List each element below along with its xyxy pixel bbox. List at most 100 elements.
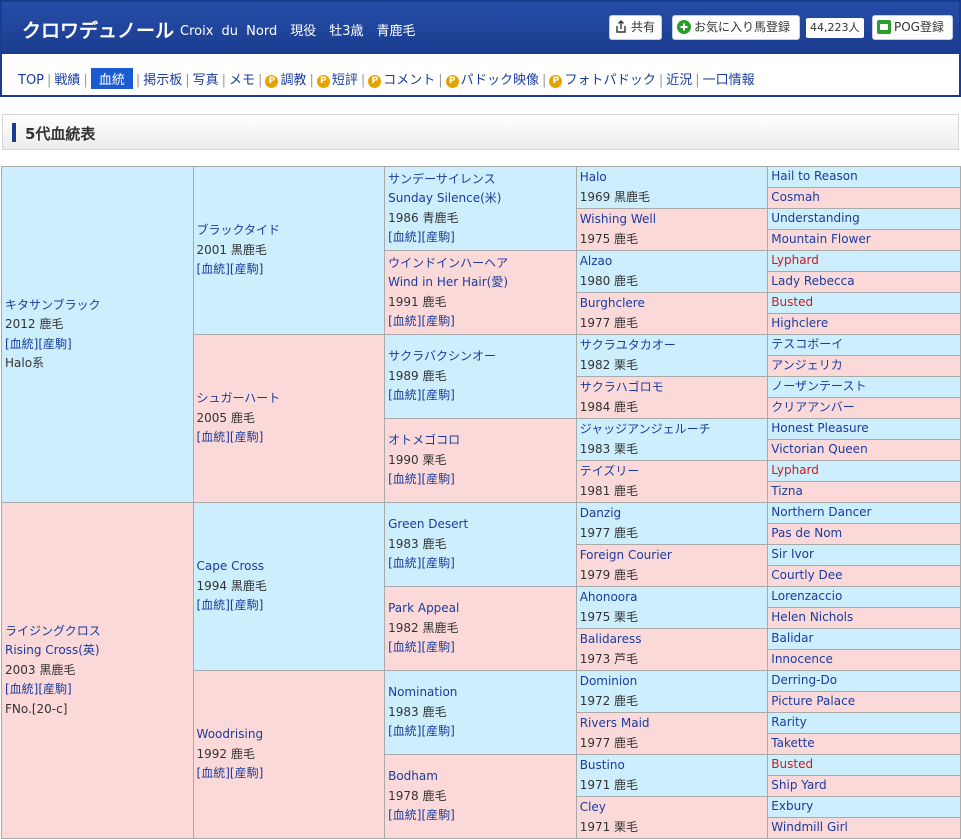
pedigree-cell-gen5: Exbury	[767, 796, 961, 818]
favorite-button[interactable]: お気に入り馬登録	[672, 15, 800, 40]
nav-item[interactable]: P フォトパドック	[549, 69, 656, 88]
horse-link[interactable]: Honest Pleasure	[771, 421, 869, 436]
horse-link[interactable]: Takette	[771, 736, 815, 751]
horse-link[interactable]: Rarity	[771, 715, 807, 730]
horse-link[interactable]: Tizna	[771, 484, 803, 499]
horse-link[interactable]: サクラハゴロモ	[579, 380, 664, 394]
nav-item[interactable]: 一口情報	[703, 69, 755, 88]
nav-item[interactable]: TOP	[18, 73, 44, 88]
pedigree-links[interactable]: [血統][産駒]	[388, 314, 455, 328]
pedigree-links[interactable]: [血統][産駒]	[388, 640, 455, 655]
horse-link[interactable]: Lyphard	[771, 463, 819, 478]
horse-link[interactable]: Wishing Well	[579, 212, 657, 226]
horse-link[interactable]: Halo	[579, 170, 607, 184]
horse-link[interactable]: ジャッジアンジェルーチ	[579, 422, 711, 436]
horse-link[interactable]: Hail to Reason	[771, 169, 858, 184]
nav-item[interactable]: 近況	[666, 69, 692, 88]
pedigree-links[interactable]: [血統][産駒]	[5, 336, 72, 351]
pedigree-links[interactable]: [血統][産駒]	[5, 682, 72, 697]
horse-link[interactable]: Green Desert	[388, 517, 469, 532]
horse-link[interactable]: Lorenzaccio	[771, 589, 843, 604]
horse-link[interactable]: サクラバクシンオー	[388, 349, 496, 364]
horse-link[interactable]: Cley	[579, 800, 606, 814]
horse-link[interactable]: Balidaress	[579, 632, 642, 646]
horse-link[interactable]: Woodrising	[196, 727, 264, 742]
horse-link[interactable]: Nomination	[388, 685, 458, 700]
horse-link[interactable]: Understanding	[771, 211, 860, 226]
horse-link[interactable]: アンジェリカ	[771, 358, 843, 373]
pedigree-links[interactable]: [血統][産駒]	[388, 724, 455, 739]
horse-link[interactable]: ライジングクロス	[5, 623, 101, 638]
horse-link[interactable]: Cape Cross	[196, 559, 264, 574]
pedigree-links[interactable]: [血統][産駒]	[388, 388, 455, 403]
horse-link[interactable]: Derring-Do	[771, 673, 838, 688]
horse-link[interactable]: ブラックタイド	[196, 223, 281, 238]
nav-item[interactable]: P 調教	[265, 69, 306, 88]
pedigree-links[interactable]: [血統][産駒]	[388, 556, 455, 571]
horse-link[interactable]: Windmill Girl	[771, 820, 848, 835]
horse-eng-name[interactable]: Sunday Silence(米)	[388, 191, 502, 205]
nav-item[interactable]: 写真	[193, 69, 219, 88]
horse-link[interactable]: オトメゴコロ	[388, 433, 461, 448]
nav-item[interactable]: P コメント	[368, 69, 435, 88]
pedigree-links[interactable]: [血統][産駒]	[196, 598, 264, 613]
horse-link[interactable]: Danzig	[579, 506, 622, 520]
horse-eng-name[interactable]: Wind in Her Hair(愛)	[388, 275, 508, 289]
pedigree-cell-gen4: Ahonoora 1975 栗毛	[575, 586, 769, 629]
horse-info: 1977 鹿毛	[579, 735, 639, 750]
horse-link[interactable]: Ship Yard	[771, 778, 827, 793]
nav-item[interactable]: 掲示板	[143, 69, 182, 88]
horse-link[interactable]: Courtly Dee	[771, 568, 843, 583]
horse-link[interactable]: Bodham	[388, 769, 438, 784]
horse-link[interactable]: Ahonoora	[579, 590, 638, 604]
horse-link[interactable]: Lyphard	[771, 253, 819, 268]
horse-link[interactable]: サンデーサイレンス	[388, 171, 496, 186]
horse-link[interactable]: Cosmah	[771, 190, 820, 205]
pedigree-links[interactable]: [血統][産駒]	[196, 430, 264, 445]
horse-link[interactable]: シュガーハート	[196, 391, 281, 406]
pog-button[interactable]: POG登録	[872, 15, 953, 40]
nav-item[interactable]: P パドック映像	[445, 69, 539, 88]
horse-link[interactable]: Picture Palace	[771, 694, 856, 709]
horse-link[interactable]: サクラユタカオー	[579, 338, 676, 352]
horse-link[interactable]: Innocence	[771, 652, 833, 667]
horse-link[interactable]: ウインドインハーヘア	[388, 255, 509, 270]
horse-link[interactable]: キタサンブラック	[5, 297, 101, 312]
horse-link[interactable]: Alzao	[579, 254, 613, 268]
pedigree-links[interactable]: [血統][産駒]	[388, 472, 455, 487]
horse-link[interactable]: Bustino	[579, 758, 625, 772]
horse-link[interactable]: クリアアンバー	[771, 400, 855, 415]
pedigree-cell-gen5: Courtly Dee	[767, 565, 961, 587]
horse-link[interactable]: Lady Rebecca	[771, 274, 855, 289]
horse-link[interactable]: Exbury	[771, 799, 814, 814]
horse-link[interactable]: Dominion	[579, 674, 638, 688]
horse-link[interactable]: Busted	[771, 757, 814, 772]
share-button[interactable]: 共有	[609, 15, 662, 40]
horse-link[interactable]: Highclere	[771, 316, 829, 331]
nav-item[interactable]: P 短評	[316, 69, 358, 88]
horse-link[interactable]: Rivers Maid	[579, 716, 650, 730]
nav-item[interactable]: 血統	[90, 68, 133, 89]
pedigree-links[interactable]: [血統][産駒]	[388, 808, 455, 823]
horse-link[interactable]: Pas de Nom	[771, 526, 843, 541]
horse-link[interactable]: ノーザンテースト	[771, 379, 867, 394]
horse-link[interactable]: Helen Nichols	[771, 610, 854, 625]
pedigree-links[interactable]: [血統][産駒]	[388, 230, 455, 244]
section-title: 5代血統表	[2, 114, 959, 150]
horse-link[interactable]: Park Appeal	[388, 601, 460, 616]
pedigree-links[interactable]: [血統][産駒]	[196, 766, 264, 781]
horse-link[interactable]: Victorian Queen	[771, 442, 868, 457]
horse-link[interactable]: Balidar	[771, 631, 814, 646]
pedigree-links[interactable]: [血統][産駒]	[196, 262, 264, 277]
horse-link[interactable]: テスコボーイ	[771, 337, 844, 352]
horse-eng-name[interactable]: Rising Cross(英)	[5, 643, 100, 658]
horse-link[interactable]: Mountain Flower	[771, 232, 871, 247]
nav-item[interactable]: 戦績	[54, 69, 80, 88]
horse-link[interactable]: Busted	[771, 295, 814, 310]
horse-link[interactable]: テイズリー	[579, 464, 640, 478]
horse-link[interactable]: Northern Dancer	[771, 505, 872, 520]
horse-link[interactable]: Sir Ivor	[771, 547, 814, 562]
horse-link[interactable]: Foreign Courier	[579, 548, 672, 562]
horse-link[interactable]: Burghclere	[579, 296, 645, 310]
nav-item[interactable]: メモ	[229, 69, 255, 88]
